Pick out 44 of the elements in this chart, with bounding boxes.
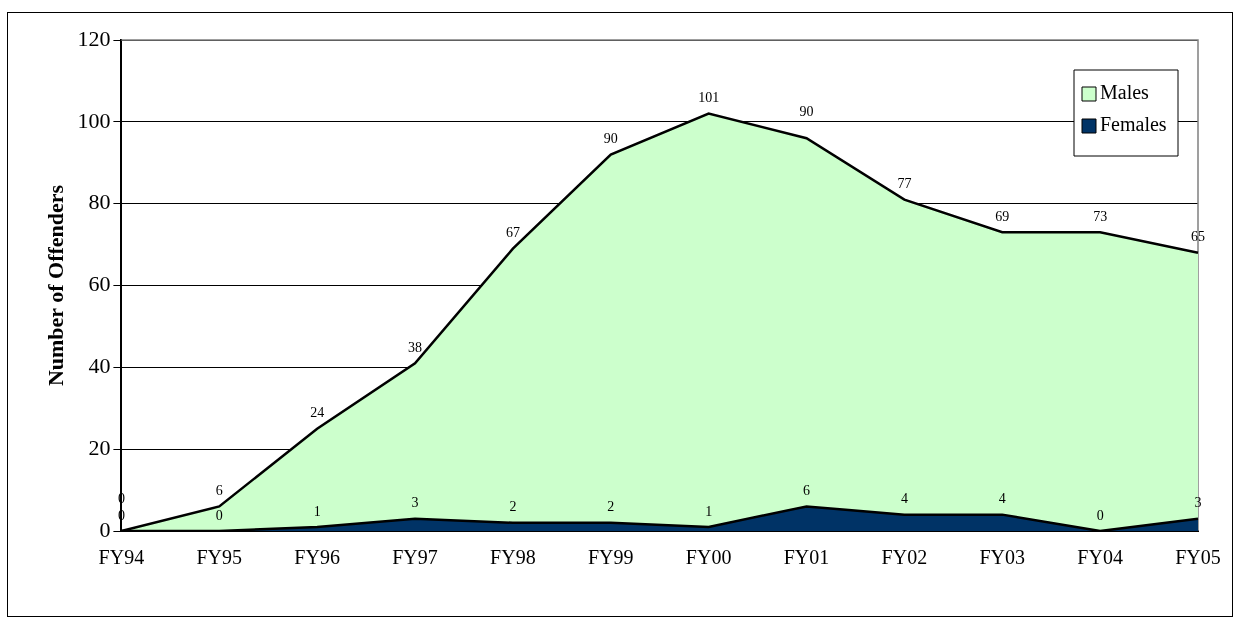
legend-label: Males	[1100, 81, 1150, 104]
data-label: 90	[603, 131, 618, 147]
x-tick-label: FY04	[1077, 546, 1123, 569]
data-label: 3	[1194, 495, 1202, 511]
x-tick-label: FY96	[294, 546, 340, 569]
y-tick-label: 20	[88, 434, 111, 460]
y-tick-label: 40	[88, 353, 111, 379]
data-label: 0	[215, 507, 223, 523]
legend-label: Females	[1100, 113, 1167, 136]
x-tick-label: FY97	[392, 546, 438, 569]
x-tick-label: FY95	[196, 546, 243, 569]
y-tick-label: 0	[99, 516, 111, 542]
y-tick-label: 100	[77, 107, 111, 133]
data-label: 0	[1096, 507, 1104, 523]
x-tick-label: FY05	[1175, 546, 1221, 569]
data-label: 101	[698, 90, 720, 106]
x-tick-label: FY01	[783, 546, 830, 569]
data-label: 3	[411, 495, 419, 511]
y-tick-label: 80	[88, 189, 111, 215]
data-label: 69	[995, 208, 1010, 224]
data-label: 1	[313, 503, 321, 519]
data-label: 2	[607, 499, 615, 515]
x-tick-label: FY02	[881, 546, 928, 569]
y-tick-label: 120	[77, 25, 111, 51]
y-tick-label: 60	[88, 271, 111, 297]
data-label: 38	[408, 339, 423, 355]
data-label: 6	[215, 483, 223, 499]
data-label: 2	[509, 499, 517, 515]
data-label: 24	[310, 405, 325, 421]
data-label: 1	[705, 503, 713, 519]
x-tick-label: FY03	[979, 546, 1026, 569]
x-tick-label: FY00	[685, 546, 732, 569]
data-label: 6	[803, 483, 811, 499]
data-label: 4	[998, 491, 1006, 507]
data-label: 65	[1191, 229, 1205, 245]
y-axis-title: Number of Offenders	[42, 184, 68, 387]
x-tick-label: FY99	[587, 546, 634, 569]
x-tick-label: FY98	[490, 546, 536, 569]
data-label: 90	[799, 103, 814, 119]
data-label: 67	[505, 225, 520, 241]
data-label: 73	[1093, 208, 1108, 224]
data-label: 4	[900, 491, 908, 507]
data-label: 77	[897, 176, 912, 192]
x-tick-label: FY94	[98, 546, 145, 569]
